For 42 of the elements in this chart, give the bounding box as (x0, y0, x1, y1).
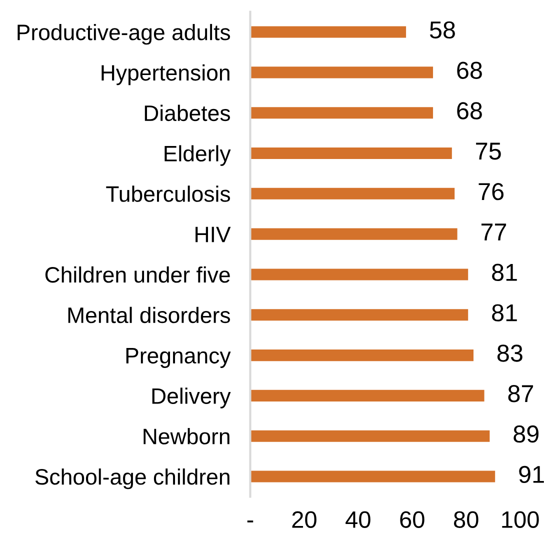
bar (250, 65, 434, 80)
y-tick-label: HIV (196, 226, 231, 242)
data-label: 77 (481, 224, 506, 240)
y-tick-label: Mental disorders (68, 306, 230, 324)
data-label: 83 (497, 344, 522, 362)
y-tick-label: Pregnancy (126, 348, 231, 368)
y-tick-label: Tuberculosis (106, 186, 230, 202)
bar (250, 428, 492, 444)
data-label: 68 (457, 62, 482, 79)
y-tick-label: Newborn (144, 428, 230, 444)
x-tick-label: 40 (346, 511, 370, 528)
bar (250, 226, 459, 242)
bar (250, 186, 456, 201)
y-tick-label: Productive-age adults (18, 24, 230, 45)
bar (250, 146, 454, 160)
data-label: 68 (457, 102, 482, 120)
y-tick-label: Hypertension (102, 64, 230, 86)
data-label: 91 (519, 466, 544, 484)
x-tick-label: - (247, 520, 254, 522)
x-tick-label: 80 (454, 511, 478, 528)
bar (250, 388, 486, 403)
y-tick-label: Delivery (152, 388, 231, 408)
data-label: 58 (430, 21, 455, 39)
y-tick-label: Children under five (45, 266, 230, 283)
bar (250, 267, 470, 282)
data-label: 81 (492, 264, 517, 281)
x-tick-label: 60 (400, 511, 424, 528)
bar (250, 348, 475, 362)
bar (250, 24, 408, 40)
x-tick-label: 20 (292, 511, 316, 528)
data-label: 81 (492, 304, 517, 322)
data-label: 89 (514, 425, 538, 443)
data-label: 75 (476, 142, 501, 160)
x-tick-label: 100 (502, 511, 539, 528)
y-tick-label: Elderly (164, 145, 231, 166)
bar (250, 308, 470, 322)
data-label: 76 (478, 182, 504, 200)
bar (250, 106, 434, 120)
y-tick-label: Diabetes (144, 104, 230, 122)
bar (250, 469, 496, 484)
y-tick-label: School-age children (35, 468, 230, 490)
data-label: 87 (508, 385, 534, 402)
